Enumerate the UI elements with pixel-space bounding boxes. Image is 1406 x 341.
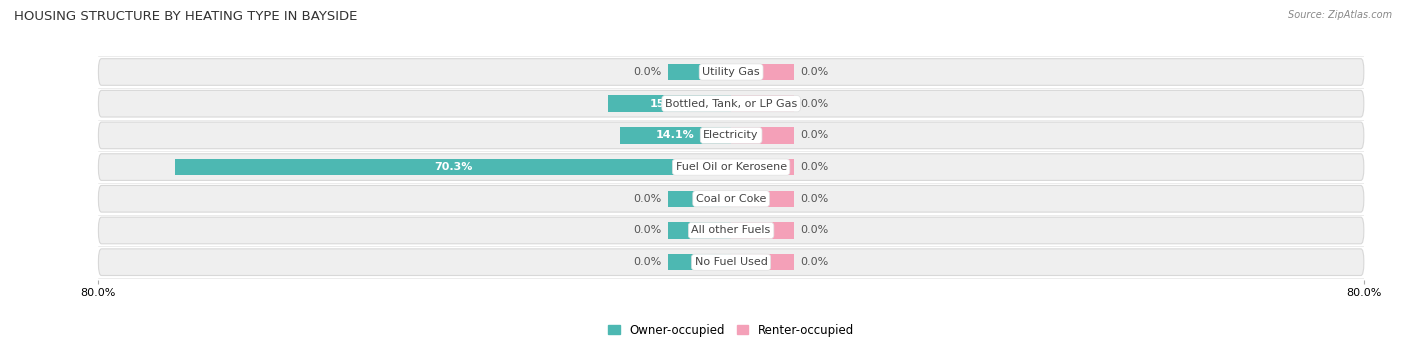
Bar bbox=[731, 254, 794, 270]
Bar bbox=[668, 64, 731, 80]
Text: All other Fuels: All other Fuels bbox=[692, 225, 770, 236]
Text: Coal or Coke: Coal or Coke bbox=[696, 194, 766, 204]
FancyBboxPatch shape bbox=[98, 154, 1364, 180]
Text: 0.0%: 0.0% bbox=[800, 225, 830, 236]
Text: Source: ZipAtlas.com: Source: ZipAtlas.com bbox=[1288, 10, 1392, 20]
Text: 0.0%: 0.0% bbox=[800, 162, 830, 172]
Bar bbox=[731, 222, 794, 239]
FancyBboxPatch shape bbox=[98, 59, 1364, 85]
Text: 0.0%: 0.0% bbox=[800, 99, 830, 109]
Text: 0.0%: 0.0% bbox=[800, 257, 830, 267]
Legend: Owner-occupied, Renter-occupied: Owner-occupied, Renter-occupied bbox=[603, 319, 859, 341]
Bar bbox=[620, 127, 731, 144]
Text: 0.0%: 0.0% bbox=[800, 130, 830, 140]
Bar bbox=[668, 191, 731, 207]
FancyBboxPatch shape bbox=[98, 122, 1364, 149]
FancyBboxPatch shape bbox=[98, 186, 1364, 212]
Bar bbox=[668, 222, 731, 239]
Text: 0.0%: 0.0% bbox=[800, 67, 830, 77]
Text: Fuel Oil or Kerosene: Fuel Oil or Kerosene bbox=[675, 162, 787, 172]
Text: 0.0%: 0.0% bbox=[633, 225, 661, 236]
Bar bbox=[731, 95, 794, 112]
FancyBboxPatch shape bbox=[98, 90, 1364, 117]
Text: 0.0%: 0.0% bbox=[633, 67, 661, 77]
Bar bbox=[731, 64, 794, 80]
Bar bbox=[731, 191, 794, 207]
Bar bbox=[607, 95, 731, 112]
Text: HOUSING STRUCTURE BY HEATING TYPE IN BAYSIDE: HOUSING STRUCTURE BY HEATING TYPE IN BAY… bbox=[14, 10, 357, 23]
Text: Utility Gas: Utility Gas bbox=[703, 67, 759, 77]
Bar bbox=[176, 159, 731, 175]
FancyBboxPatch shape bbox=[98, 249, 1364, 276]
Text: No Fuel Used: No Fuel Used bbox=[695, 257, 768, 267]
Text: 15.6%: 15.6% bbox=[650, 99, 689, 109]
Text: Bottled, Tank, or LP Gas: Bottled, Tank, or LP Gas bbox=[665, 99, 797, 109]
Text: Electricity: Electricity bbox=[703, 130, 759, 140]
FancyBboxPatch shape bbox=[98, 217, 1364, 244]
Text: 70.3%: 70.3% bbox=[434, 162, 472, 172]
Text: 14.1%: 14.1% bbox=[657, 130, 695, 140]
Text: 0.0%: 0.0% bbox=[800, 194, 830, 204]
Bar bbox=[668, 254, 731, 270]
Text: 0.0%: 0.0% bbox=[633, 257, 661, 267]
Text: 0.0%: 0.0% bbox=[633, 194, 661, 204]
Bar bbox=[731, 159, 794, 175]
Bar bbox=[731, 127, 794, 144]
